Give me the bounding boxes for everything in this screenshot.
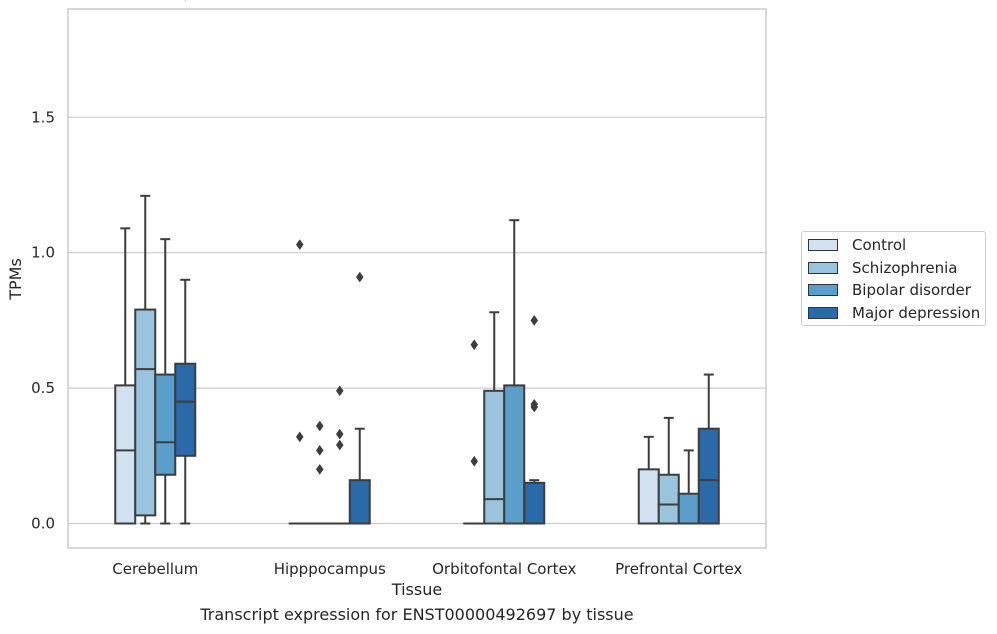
box-2-1 (328, 385, 351, 525)
outlier-point (335, 439, 344, 451)
outlier-point (355, 271, 364, 283)
legend-swatch-control (808, 239, 838, 251)
box-1-3 (657, 416, 680, 525)
box-body (348, 479, 371, 525)
box-1-0 (134, 194, 157, 525)
outlier-point (530, 314, 539, 326)
chart-caption: Transcript expression for ENST0000049269… (200, 605, 634, 624)
legend-item-major-depression: Major depression (808, 303, 980, 323)
box-0-1 (288, 239, 311, 525)
legend-label-bipolar-disorder: Bipolar disorder (852, 281, 971, 299)
outlier-point (530, 398, 539, 410)
box-2-2 (503, 219, 526, 525)
outlier-point (335, 385, 344, 397)
outlier-point (335, 428, 344, 440)
outlier-point (470, 339, 479, 351)
box-layer (114, 0, 720, 525)
box-1-1 (308, 420, 331, 525)
box-3-3 (697, 373, 720, 525)
box-2-0 (154, 238, 177, 525)
box-body (134, 308, 157, 517)
box-body (114, 384, 137, 525)
y-axis-label: TPMs (6, 258, 25, 301)
outlier-point (315, 463, 324, 475)
box-body (174, 362, 197, 457)
y-tick-label: 0.5 (31, 379, 55, 397)
y-tick-label: 1.0 (31, 244, 55, 262)
box-body (523, 481, 546, 525)
box-3-0 (174, 0, 197, 525)
box-0-3 (637, 435, 660, 525)
box-body (697, 427, 720, 525)
box-body (657, 473, 680, 525)
outlier-point (470, 455, 479, 467)
legend-swatch-schizophrenia (808, 262, 838, 274)
legend-label-schizophrenia: Schizophrenia (852, 259, 958, 277)
x-tick-label: Cerebellum (112, 560, 198, 578)
legend-label-major-depression: Major depression (852, 304, 981, 322)
y-tick-label: 1.5 (31, 108, 55, 126)
box-body (677, 492, 700, 525)
legend-swatch-major-depression (808, 307, 838, 319)
x-axis-label: Tissue (391, 580, 442, 599)
box-3-2 (523, 314, 546, 525)
box-1-2 (483, 311, 506, 525)
outlier-point (295, 239, 304, 251)
box-body (637, 468, 660, 525)
box-2-3 (677, 449, 700, 525)
box-body (483, 389, 506, 525)
box-0-0 (114, 227, 137, 525)
plot-frame (67, 8, 767, 549)
outlier-point (295, 431, 304, 443)
legend-swatch-bipolar-disorder (808, 284, 838, 296)
legend: Control Schizophrenia Bipolar disorder M… (801, 231, 986, 326)
legend-item-control: Control (808, 235, 906, 255)
x-tick-label: Prefrontal Cortex (615, 560, 742, 578)
x-tick-label: Orbitofontal Cortex (432, 560, 576, 578)
box-body (503, 384, 526, 525)
outlier-point (315, 444, 324, 456)
tick-labels: 0.00.51.01.52.02.53.03.5CerebellumHipppo… (31, 108, 742, 578)
legend-item-schizophrenia: Schizophrenia (808, 258, 957, 278)
x-tick-label: Hipppocampus (274, 560, 386, 578)
box-0-2 (463, 339, 486, 525)
legend-item-bipolar-disorder: Bipolar disorder (808, 280, 971, 300)
outlier-point (315, 420, 324, 432)
y-tick-label: 0.0 (31, 515, 55, 533)
box-3-1 (348, 271, 371, 525)
box-body (154, 373, 177, 476)
legend-label-control: Control (852, 236, 907, 254)
